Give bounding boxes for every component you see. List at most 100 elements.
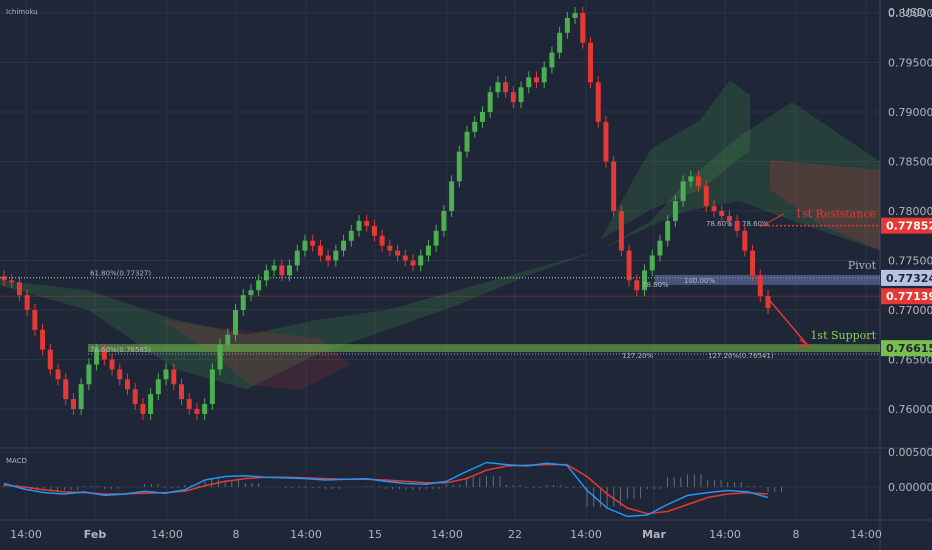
current-price-tag-bg [881, 288, 932, 305]
macd-tick-label: 0.00500 [888, 446, 932, 459]
support-label: 1st Support [810, 329, 876, 342]
candle-body [595, 82, 601, 122]
time-tick-label: 14:00 [431, 528, 463, 541]
price-tick-label: 0.79500 [888, 57, 932, 70]
candle-body [248, 290, 254, 296]
cloud-segment [598, 220, 652, 251]
candle-body [263, 270, 269, 281]
time-tick-label: 15 [368, 528, 382, 541]
candle-body [202, 404, 208, 414]
candle-body [101, 349, 107, 360]
candle-body [580, 13, 586, 43]
candle-body [240, 295, 246, 310]
candle-body [16, 282, 22, 296]
candle-body [479, 112, 485, 122]
candle-body [132, 389, 138, 405]
candle-body [40, 329, 46, 350]
candle-body [387, 245, 393, 251]
candle-body [688, 176, 694, 182]
candle-body [533, 77, 539, 83]
candle-body [9, 280, 15, 283]
price-tick-label: 0.78500 [888, 156, 932, 169]
indicator-title: Ichimoku [6, 8, 38, 16]
fib-label: 100.00% [684, 277, 715, 285]
candle-body [186, 399, 192, 409]
fib-label: 127.20% [622, 352, 653, 360]
candle-body [217, 344, 223, 370]
candle-body [287, 265, 293, 276]
pivot-band [655, 274, 880, 285]
time-tick-label: 14:00 [10, 528, 42, 541]
currency-label[interactable]: 0. USD ⊙ [888, 6, 932, 19]
price-tick-label: 0.80000 [888, 7, 932, 20]
down-arrow [765, 295, 809, 347]
candle-body [518, 87, 524, 103]
candle-body [24, 295, 30, 310]
cloud-segment [457, 270, 528, 306]
cloud-segment [246, 319, 317, 390]
time-tick-label: 22 [508, 528, 522, 541]
candle-body [294, 250, 300, 266]
time-tick-label: Feb [84, 528, 107, 541]
candle-body [464, 131, 470, 152]
fib-label: 127.20%(0.76541) [708, 352, 774, 360]
candle-body [711, 206, 717, 211]
pivot-label: Pivot [848, 259, 877, 272]
time-tick-label: 14:00 [570, 528, 602, 541]
candle-body [63, 379, 69, 400]
resistance-pointer [761, 213, 785, 227]
resistance-tag-label: 0.77852 [886, 220, 932, 233]
fib-label: 61.80%(0.77327) [90, 270, 151, 278]
time-tick-label: 14:00 [151, 528, 183, 541]
cloud-segment [528, 250, 599, 276]
candle-body [672, 201, 678, 221]
candle-body [696, 176, 702, 187]
candle-body [425, 245, 431, 256]
candle-body [209, 369, 215, 405]
resistance-label: 1st Resistance [795, 208, 876, 221]
candle-body [279, 265, 285, 276]
price-tick-label: 0.77500 [888, 255, 932, 268]
pivot-tag-label: 0.77324 [886, 272, 932, 285]
candle-body [456, 151, 462, 182]
candle-body [148, 394, 154, 414]
candle-body [140, 404, 146, 414]
candle-body [310, 240, 316, 246]
candle-body [86, 364, 92, 385]
candle-body [124, 379, 130, 390]
cloud-segment [600, 80, 750, 240]
candle-body [665, 220, 671, 241]
candle-body [726, 215, 732, 221]
candle-body [410, 260, 416, 266]
candle-body [325, 255, 331, 261]
candle-body [618, 211, 624, 251]
candle-body [171, 369, 177, 385]
candle-body [333, 250, 339, 261]
candle-body [719, 211, 725, 216]
candle-body [55, 369, 61, 380]
price-tick-label: 0.77000 [888, 304, 932, 317]
candle-body [225, 334, 231, 345]
fib-label: 78.60% [642, 281, 669, 289]
resistance-tag-bg [881, 217, 932, 234]
support-tag-label: 0.76615 [886, 342, 932, 355]
candle-body [510, 92, 516, 103]
candle-body [557, 32, 563, 53]
candle-body [642, 270, 648, 291]
candle-body [356, 220, 362, 231]
candle-body [233, 310, 239, 335]
candle-body [402, 255, 408, 261]
candle-body [750, 250, 756, 276]
arrow-head [796, 339, 812, 348]
cloud-segment [739, 102, 792, 221]
price-axis: 0.76000 0.76500 0.77000 0.77500 0.78000 0.785… [881, 7, 932, 416]
macd-pane: 0.00500 0.00000 [0, 446, 932, 518]
candle-body [503, 82, 509, 93]
candles [1, 7, 771, 420]
fib-label: 78.60%(0.76585) [90, 346, 151, 354]
candle-body [603, 121, 609, 162]
candle-body [348, 230, 354, 241]
